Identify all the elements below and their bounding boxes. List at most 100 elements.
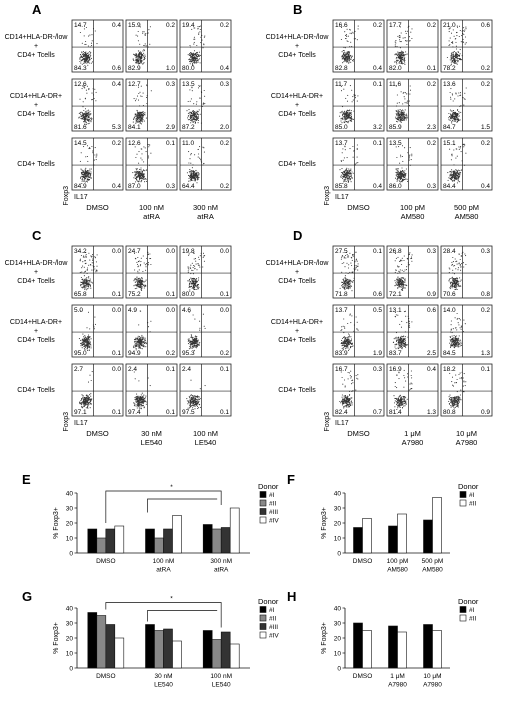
event-dot [399,120,401,122]
event-dot [82,58,84,60]
event-dot [82,179,84,181]
event-dot [193,401,195,403]
event-dot [400,41,402,43]
event-dot [396,63,398,65]
plot-frame [71,78,124,132]
plot-frame [71,363,124,417]
event-dot [453,118,455,121]
event-dot [356,265,358,267]
event-dot [144,170,146,172]
event-dot [401,52,403,54]
event-dot [199,97,201,99]
event-dot [136,399,138,401]
event-dot [456,113,458,115]
event-dot [147,326,150,328]
event-dot [89,170,91,172]
event-dot [135,348,137,350]
event-dot [403,91,405,93]
flow-plot: 16.6 0.282.8 0.4 [332,19,385,73]
event-dot [90,113,92,115]
event-dot [84,61,86,63]
event-dot [456,26,459,28]
event-dot [187,54,189,56]
event-dot [459,147,461,149]
event-dot [340,85,342,88]
event-dot [85,279,87,281]
event-dot [354,163,356,165]
event-dot [399,39,401,41]
event-dot [342,159,344,161]
event-dot [395,146,397,148]
event-dot [193,118,195,120]
event-dot [195,397,197,399]
event-dot [401,118,403,120]
quad-lr: 2.3 [427,124,436,131]
quad-ur: 0.1 [373,81,382,88]
event-dot [399,177,401,179]
event-dot [349,179,352,181]
event-dot [199,31,201,33]
event-dot [352,255,354,257]
event-dot [86,92,88,94]
event-dot [347,288,350,290]
event-dot [194,176,196,179]
event-dot [191,64,194,66]
flow-plot: 13.6 0.284.7 1.5 [440,78,493,132]
quad-ur: 0.2 [427,140,436,147]
event-dot [398,146,400,148]
plot-frame [179,78,232,132]
event-dot [344,110,346,112]
event-dot [90,117,92,119]
event-dot [402,171,405,173]
event-dot [197,122,199,124]
event-dot [86,348,88,350]
event-dot [203,103,205,105]
event-dot [404,36,406,39]
quad-ur: 0.6 [481,22,490,29]
event-dot [90,52,92,54]
event-dot [139,62,141,64]
event-dot [88,122,90,124]
event-dot [465,152,467,154]
event-dot [150,152,152,154]
event-dot [86,56,89,58]
event-dot [348,116,351,119]
event-dot [352,118,354,120]
event-dot [91,40,93,42]
event-dot [456,155,458,157]
event-dot [80,115,82,117]
event-dot [82,51,84,53]
event-dot [403,116,405,118]
event-dot [451,60,453,63]
event-dot [198,256,200,258]
event-dot [83,402,85,404]
event-dot [453,174,455,176]
event-dot [83,286,85,288]
quad-lr: 0.1 [112,350,121,357]
quad-ur: 0.3 [220,81,229,88]
event-dot [143,401,145,403]
event-dot [136,407,138,409]
event-dot [352,156,354,158]
event-dot [146,401,148,403]
event-dot [188,286,190,289]
event-dot [87,396,89,398]
event-dot [339,287,341,289]
event-dot [456,25,458,27]
event-dot [136,343,138,345]
event-dot [346,35,348,38]
quad-ur: 0.0 [166,307,175,314]
event-dot [453,120,455,122]
event-dot [457,174,459,177]
event-dot [83,113,85,115]
event-dot [81,279,83,281]
event-dot [402,178,404,180]
event-dot [197,340,199,342]
event-dot [457,169,459,171]
event-dot [350,116,353,118]
event-dot [348,53,350,55]
event-dot [83,55,85,57]
event-dot [404,57,406,59]
event-dot [189,283,191,285]
event-dot [89,51,91,53]
